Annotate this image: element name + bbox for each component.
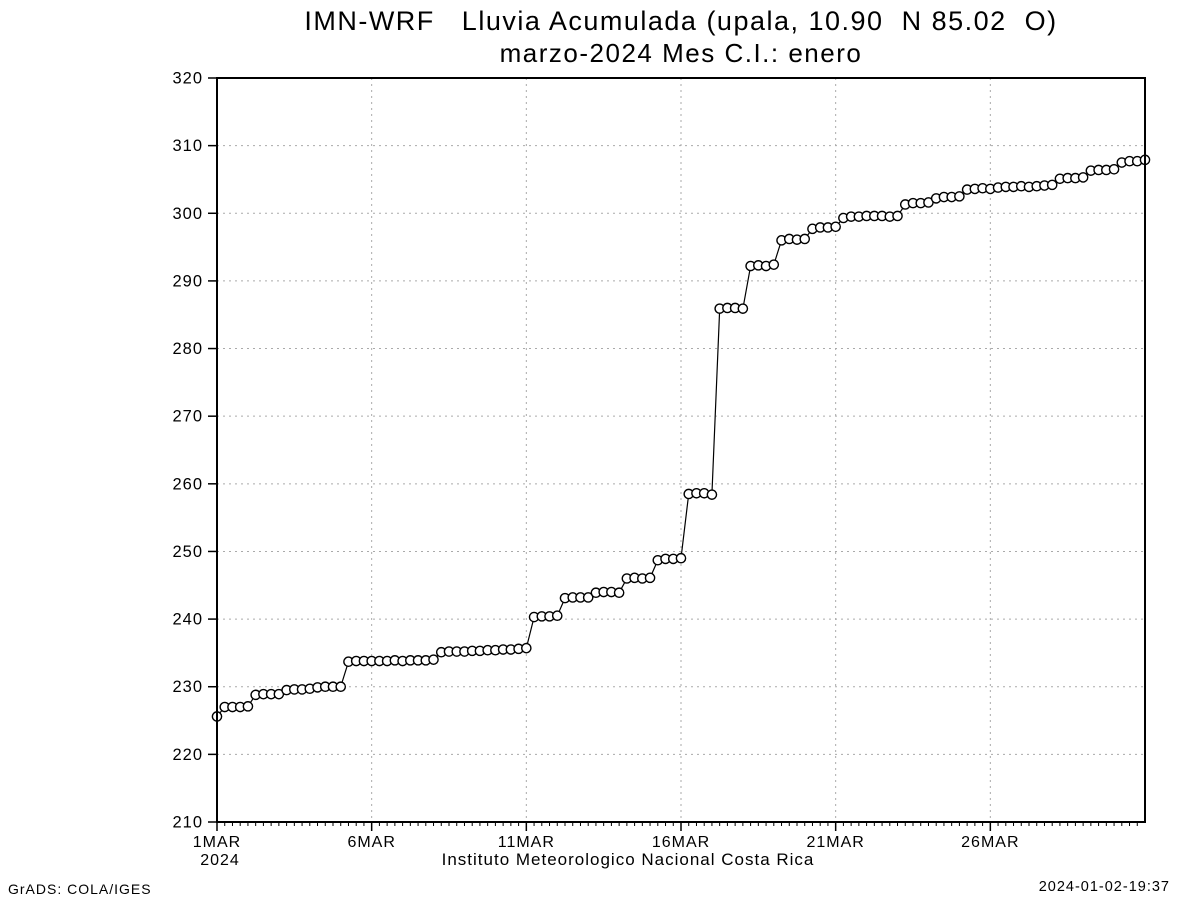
data-point-marker — [335, 681, 347, 693]
data-point-marker — [644, 572, 656, 584]
y-tick-label: 230 — [172, 678, 203, 696]
data-point-marker — [1077, 172, 1089, 183]
y-tick-label: 310 — [172, 137, 203, 155]
data-point-marker — [768, 259, 780, 270]
data-point-marker — [799, 233, 811, 245]
timestamp: 2024-01-02-19:37 — [1038, 879, 1170, 895]
grads-credit: GrADS: COLA/IGES — [8, 881, 152, 897]
data-point-marker — [706, 489, 718, 500]
data-point-marker — [830, 221, 841, 233]
x-tick-sublabel: 2024 — [200, 852, 240, 869]
plot-frame — [216, 77, 1146, 823]
y-tick-label: 320 — [172, 70, 203, 88]
data-point-marker — [428, 654, 439, 665]
data-point-marker — [551, 610, 563, 622]
y-tick-label: 290 — [172, 272, 203, 290]
x-tick-label: 6MAR — [347, 834, 395, 851]
chart-title: IMN-WRF Lluvia Acumulada (upala, 10.90 N… — [304, 6, 1058, 36]
data-point-marker — [1046, 179, 1058, 191]
x-tick-label: 21MAR — [806, 834, 864, 851]
x-axis-caption: Instituto Meteorologico Nacional Costa R… — [441, 850, 815, 869]
y-tick-label: 240 — [172, 611, 203, 629]
data-point-marker — [675, 552, 687, 564]
x-tick-label: 16MAR — [652, 834, 710, 851]
y-tick-label: 300 — [172, 205, 203, 223]
y-tick-label: 260 — [172, 475, 203, 493]
y-tick-label: 280 — [172, 340, 203, 358]
y-tick-label: 250 — [172, 543, 203, 561]
x-tick-label: 1MAR — [193, 834, 241, 851]
y-tick-label: 270 — [172, 408, 203, 426]
data-point-marker — [242, 701, 254, 712]
data-point-marker — [892, 210, 903, 222]
data-point-marker — [1108, 164, 1120, 175]
chart-subtitle: marzo-2024 Mes C.I.: enero — [499, 38, 863, 68]
y-tick-label: 210 — [172, 814, 203, 832]
data-point-marker — [521, 642, 532, 654]
data-point-marker — [613, 587, 625, 599]
x-tick-label: 11MAR — [498, 834, 555, 851]
data-point-marker — [582, 592, 594, 603]
data-point-marker — [737, 303, 749, 314]
data-point-marker — [954, 191, 965, 202]
x-tick-label: 26MAR — [961, 834, 1019, 851]
y-tick-label: 220 — [172, 746, 203, 764]
